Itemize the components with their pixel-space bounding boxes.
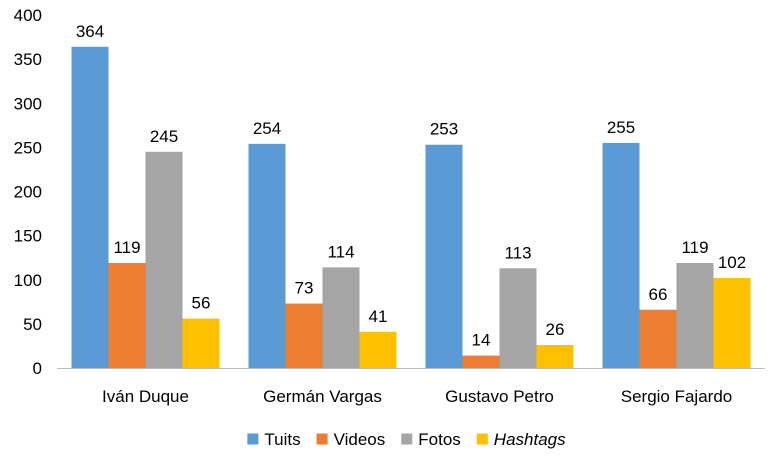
y-tick-label-4: 200	[14, 183, 42, 202]
y-tick-label-2: 100	[14, 271, 42, 290]
y-tick-label-1: 50	[23, 315, 42, 334]
y-tick-label-3: 150	[14, 227, 42, 246]
data-label-tuits-3: 255	[607, 118, 635, 137]
data-label-videos-2: 14	[472, 331, 491, 350]
data-label-videos-3: 66	[649, 285, 668, 304]
bar-videos-3	[639, 309, 677, 368]
bar-videos-1	[285, 303, 323, 368]
bar-videos-2	[462, 355, 500, 368]
data-label-tuits-0: 364	[76, 22, 104, 41]
legend-label-tuits: Tuits	[264, 430, 300, 449]
bar-tuits-0	[71, 46, 109, 369]
data-label-tuits-1: 254	[253, 119, 281, 138]
x-category-label-2: Gustavo Petro	[445, 387, 554, 406]
data-label-fotos-0: 245	[150, 127, 178, 146]
x-axis-labels: Iván Duque Germán Vargas Gustavo Petro Serg…	[102, 387, 732, 406]
data-label-hashtags-0: 56	[192, 294, 211, 313]
y-tick-label-5: 250	[14, 138, 42, 157]
y-tick-label-0: 0	[33, 359, 42, 378]
bar-fotos-0	[145, 151, 183, 368]
legend-label-hashtags: Hashtags	[494, 430, 566, 449]
legend-swatch-hashtags	[476, 433, 488, 445]
x-category-label-3: Sergio Fajardo	[621, 387, 733, 406]
data-label-hashtags-3: 102	[718, 253, 746, 272]
x-category-label-0: Iván Duque	[102, 387, 189, 406]
bar-tuits-2	[425, 144, 463, 368]
bar-fotos-3	[676, 262, 714, 368]
y-tick-label-8: 400	[14, 6, 42, 25]
bar-tuits-1	[248, 143, 286, 368]
data-labels-group: 364 119 245 56 254 73 114 41 253 14 113 26 255 66 119 1…	[76, 22, 746, 350]
data-label-videos-0: 119	[113, 238, 140, 257]
data-label-tuits-2: 253	[430, 120, 458, 139]
bar-hashtags-0	[182, 318, 220, 368]
data-label-hashtags-2: 26	[546, 320, 565, 339]
data-label-fotos-1: 114	[327, 242, 354, 261]
bar-hashtags-1	[359, 331, 397, 368]
legend-swatch-fotos	[401, 433, 413, 445]
y-tick-label-7: 350	[14, 50, 42, 69]
legend-label-videos: Videos	[334, 430, 386, 449]
legend-swatch-videos	[316, 433, 328, 445]
legend-label-fotos: Fotos	[418, 430, 461, 449]
data-label-fotos-2: 113	[504, 243, 531, 262]
bar-tuits-3	[602, 142, 640, 368]
bar-fotos-2	[499, 268, 537, 368]
legend-swatch-tuits	[247, 433, 259, 445]
bar-hashtags-2	[536, 345, 574, 368]
bar-hashtags-3	[713, 277, 751, 368]
data-label-videos-1: 73	[295, 279, 314, 298]
bar-fotos-1	[322, 267, 360, 368]
data-label-fotos-3: 119	[681, 238, 708, 257]
y-tick-label-6: 300	[14, 94, 42, 113]
bar-videos-0	[108, 262, 146, 368]
legend: Tuits Videos Fotos Hashtags	[247, 430, 566, 449]
x-category-label-1: Germán Vargas	[263, 387, 382, 406]
bars-group	[71, 46, 751, 369]
data-label-hashtags-1: 41	[369, 307, 388, 326]
y-axis: 0 50 100 150 200 250 300 350 400	[14, 6, 42, 378]
